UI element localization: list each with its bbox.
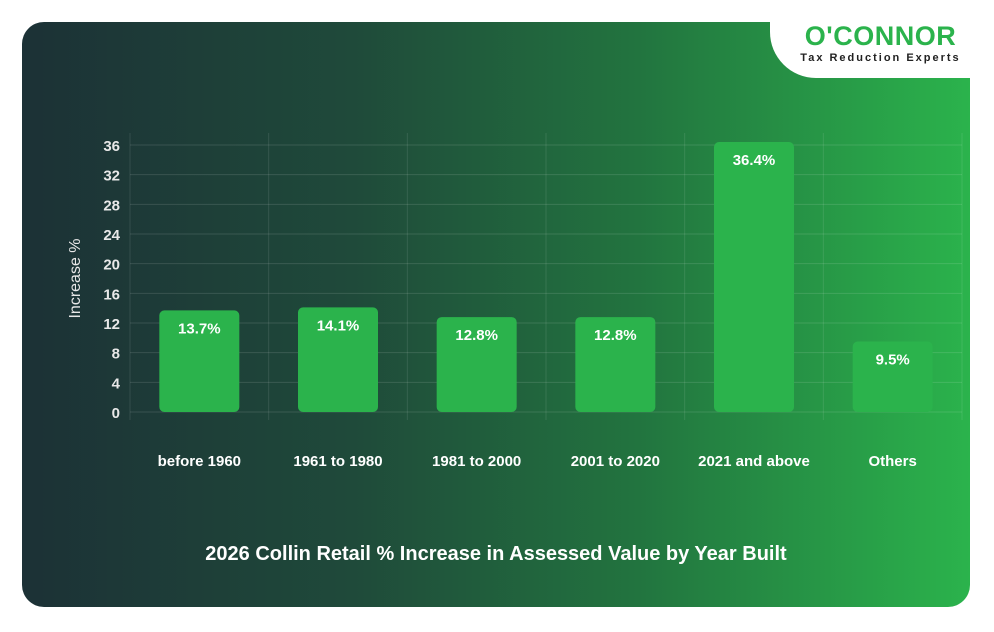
y-tick-label: 0 (112, 405, 120, 422)
x-tick-label: 1961 to 1980 (293, 453, 382, 470)
bar (298, 307, 378, 412)
bar (159, 310, 240, 412)
y-tick-label: 4 (112, 375, 121, 392)
x-tick-label: before 1960 (158, 453, 241, 470)
data-label: 9.5% (876, 352, 910, 369)
y-tick-label: 36 (103, 138, 120, 155)
y-tick-label: 20 (103, 257, 120, 274)
y-tick-label: 8 (112, 346, 120, 363)
x-tick-label: Others (868, 453, 916, 470)
y-tick-label: 28 (103, 197, 120, 214)
x-tick-label: 2001 to 2020 (571, 453, 660, 470)
x-tick-label: 2021 and above (698, 453, 810, 470)
logo-notch (770, 0, 994, 78)
data-label: 36.4% (733, 152, 776, 169)
y-tick-label: 24 (103, 227, 120, 244)
data-label: 12.8% (594, 327, 637, 344)
y-axis-label: Increase % (67, 238, 84, 318)
bar (575, 317, 656, 412)
oconnor-logo: O'CONNOR Tax Reduction Experts (788, 22, 973, 64)
bar (852, 341, 933, 412)
data-label: 13.7% (178, 320, 221, 337)
bar (436, 317, 517, 412)
y-tick-label: 12 (103, 316, 120, 333)
y-tick-label: 16 (103, 286, 120, 303)
bar (714, 142, 794, 413)
x-tick-label: 1981 to 2000 (432, 453, 521, 470)
logo-name: O'CONNOR (804, 21, 957, 51)
data-label: 12.8% (455, 327, 498, 344)
logo-tagline: Tax Reduction Experts (800, 52, 961, 64)
chart-title: 2026 Collin Retail % Increase in Assesse… (205, 543, 787, 565)
data-label: 14.1% (317, 317, 360, 334)
y-tick-label: 32 (103, 168, 120, 185)
